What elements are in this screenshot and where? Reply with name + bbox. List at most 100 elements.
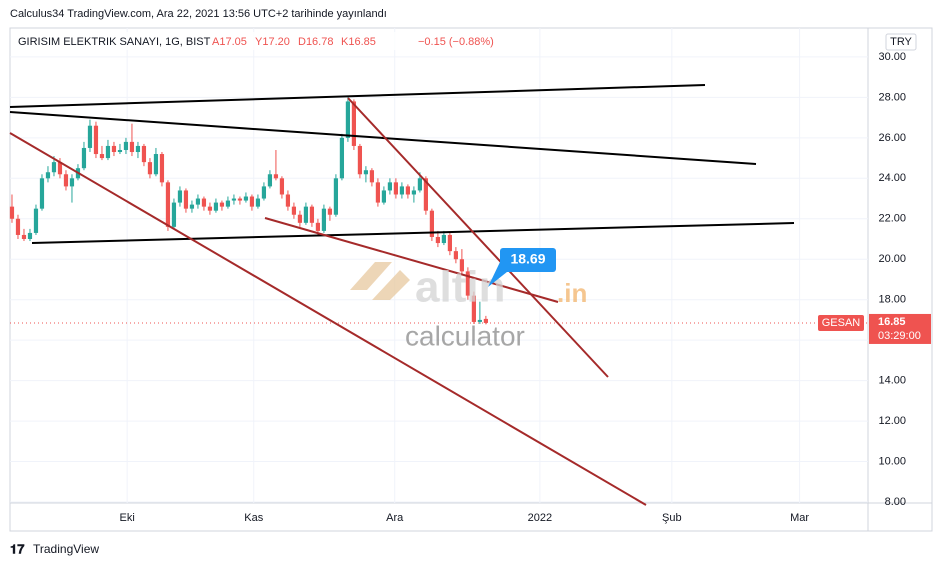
candle-body xyxy=(153,154,159,175)
frame xyxy=(9,27,933,532)
candle-body xyxy=(261,186,267,199)
candle-body xyxy=(285,194,291,207)
candle-body xyxy=(39,178,45,209)
candle-body xyxy=(453,251,458,260)
candle-body xyxy=(441,234,446,244)
ohlc-value: D16.78 xyxy=(298,36,333,48)
candle-body xyxy=(273,174,279,179)
candle-body xyxy=(183,190,189,209)
candle-body xyxy=(105,145,111,159)
y-tick-label: 20.00 xyxy=(878,253,906,265)
candle-body xyxy=(171,202,177,227)
candle-body xyxy=(207,206,213,211)
candle-body xyxy=(249,196,255,207)
ohlc-value: Y17.20 xyxy=(255,36,290,48)
candle-body xyxy=(21,234,27,239)
candle-body xyxy=(177,190,183,203)
candle-body xyxy=(99,154,105,159)
trendlines xyxy=(9,84,795,506)
trendline xyxy=(9,84,706,108)
candle-body xyxy=(135,145,141,153)
candle-body xyxy=(351,101,357,146)
x-tick-label: Eki xyxy=(120,512,135,524)
x-tick-label: 2022 xyxy=(528,512,552,524)
candle-body xyxy=(357,145,363,175)
candle-body xyxy=(477,319,482,322)
candle-body xyxy=(471,295,476,322)
candle-body xyxy=(243,196,249,201)
candle-body xyxy=(333,178,339,215)
candle-body xyxy=(345,101,351,138)
candle-body xyxy=(393,182,398,195)
candle-body xyxy=(423,178,428,211)
trendline xyxy=(347,97,609,378)
y-tick-label: 8.00 xyxy=(885,496,906,508)
callout: 18.69 xyxy=(488,248,556,287)
ohlc-value: A17.05 xyxy=(212,36,247,48)
y-tick-label: 14.00 xyxy=(878,375,906,387)
candle-body xyxy=(225,200,231,207)
candle-body xyxy=(15,218,21,235)
candle-body xyxy=(123,141,129,150)
candle-body xyxy=(201,198,207,207)
candle-body xyxy=(129,141,135,153)
callout-box xyxy=(500,248,556,272)
price-tag xyxy=(869,313,931,344)
candle-body xyxy=(45,172,51,179)
candle-body xyxy=(321,208,327,231)
x-tick-label: Şub xyxy=(662,512,682,524)
candle-body xyxy=(405,186,410,195)
candle-body xyxy=(291,206,297,215)
logo: 𝟏𝟕 xyxy=(10,541,25,556)
candles xyxy=(9,97,868,325)
candle-body xyxy=(69,178,75,187)
candle-body xyxy=(339,137,345,179)
footer-text: TradingView xyxy=(33,542,99,556)
candle-body xyxy=(387,182,392,191)
footer: 𝟏𝟕 TradingView xyxy=(10,541,99,556)
candle-body xyxy=(399,186,404,195)
candle-body xyxy=(231,198,237,201)
change: −0.15 (−0.88%) xyxy=(418,36,494,48)
candle-body xyxy=(381,190,387,203)
symbol-tag xyxy=(818,314,864,331)
candle-body xyxy=(447,234,452,252)
trendline xyxy=(264,217,559,303)
candle-body xyxy=(411,190,416,195)
watermark-text: altin xyxy=(415,263,505,312)
candle-body xyxy=(189,204,195,209)
candle-body xyxy=(33,208,39,233)
candle-body xyxy=(117,149,123,153)
candle-body xyxy=(369,170,375,183)
x-tick-label: Kas xyxy=(244,512,263,524)
candle-body xyxy=(435,236,440,244)
trendline xyxy=(9,111,757,165)
candle-body xyxy=(483,318,488,323)
candle-body xyxy=(195,198,201,205)
candle-body xyxy=(27,232,33,239)
candle-body xyxy=(159,154,165,183)
candle-body xyxy=(51,162,57,173)
currency-box xyxy=(885,33,917,51)
candle-body xyxy=(459,259,464,272)
candle-body xyxy=(429,210,434,237)
y-tick-label: 26.00 xyxy=(878,132,906,144)
watermark-text: .in xyxy=(557,278,587,308)
y-tick-label: 18.00 xyxy=(878,294,906,306)
candle-body xyxy=(465,271,470,296)
countdown: 03:29:00 xyxy=(878,330,921,342)
candle-body xyxy=(375,182,381,203)
watermark-text: calculator xyxy=(405,320,525,351)
axes: 8.0010.0012.0014.0016.0018.0020.0022.002… xyxy=(120,51,931,524)
candle-body xyxy=(297,214,303,223)
candle-body xyxy=(267,174,273,187)
candle-body xyxy=(93,125,99,155)
candle-body xyxy=(309,206,315,223)
candle-body xyxy=(57,162,63,175)
candle-body xyxy=(255,198,261,207)
trendline xyxy=(9,132,647,506)
candle-body xyxy=(363,170,369,175)
watermark-logo xyxy=(350,262,392,290)
candle-body xyxy=(219,202,225,207)
